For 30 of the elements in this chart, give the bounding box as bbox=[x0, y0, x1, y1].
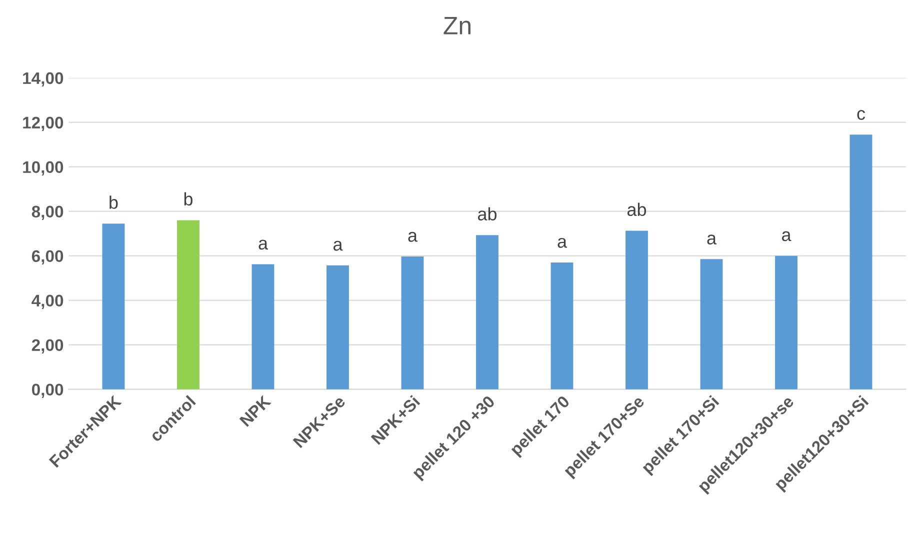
chart-title: Zn bbox=[444, 17, 470, 34]
annotation: a bbox=[258, 240, 268, 250]
bar bbox=[775, 256, 798, 390]
bar bbox=[401, 256, 424, 390]
bar bbox=[252, 264, 274, 390]
annotation: a bbox=[782, 231, 792, 242]
y-tick-label: 8,00 bbox=[32, 206, 64, 220]
y-tick-label: 10,00 bbox=[23, 161, 64, 176]
y-tick-label: 4,00 bbox=[32, 294, 64, 309]
bar bbox=[700, 259, 723, 390]
annotation: ab bbox=[478, 207, 497, 220]
annotation: a bbox=[408, 232, 418, 242]
bar bbox=[476, 235, 498, 390]
bar bbox=[326, 265, 349, 390]
annotation: b bbox=[184, 192, 192, 206]
annotation: c bbox=[857, 110, 866, 120]
bar bbox=[850, 134, 872, 390]
annotation: ab bbox=[627, 202, 646, 216]
bar bbox=[102, 224, 125, 390]
bar bbox=[177, 220, 200, 390]
annotation: b bbox=[110, 196, 118, 209]
annotation: a bbox=[558, 238, 568, 248]
y-tick-label: 12,00 bbox=[23, 116, 64, 131]
bar bbox=[550, 262, 574, 390]
annotation: a bbox=[333, 240, 343, 251]
y-tick-label: 2,00 bbox=[32, 339, 64, 354]
annotation: a bbox=[707, 234, 717, 244]
bar bbox=[626, 230, 648, 390]
y-tick-label: 14,00 bbox=[23, 72, 64, 86]
y-tick-label: 6,00 bbox=[32, 250, 64, 264]
